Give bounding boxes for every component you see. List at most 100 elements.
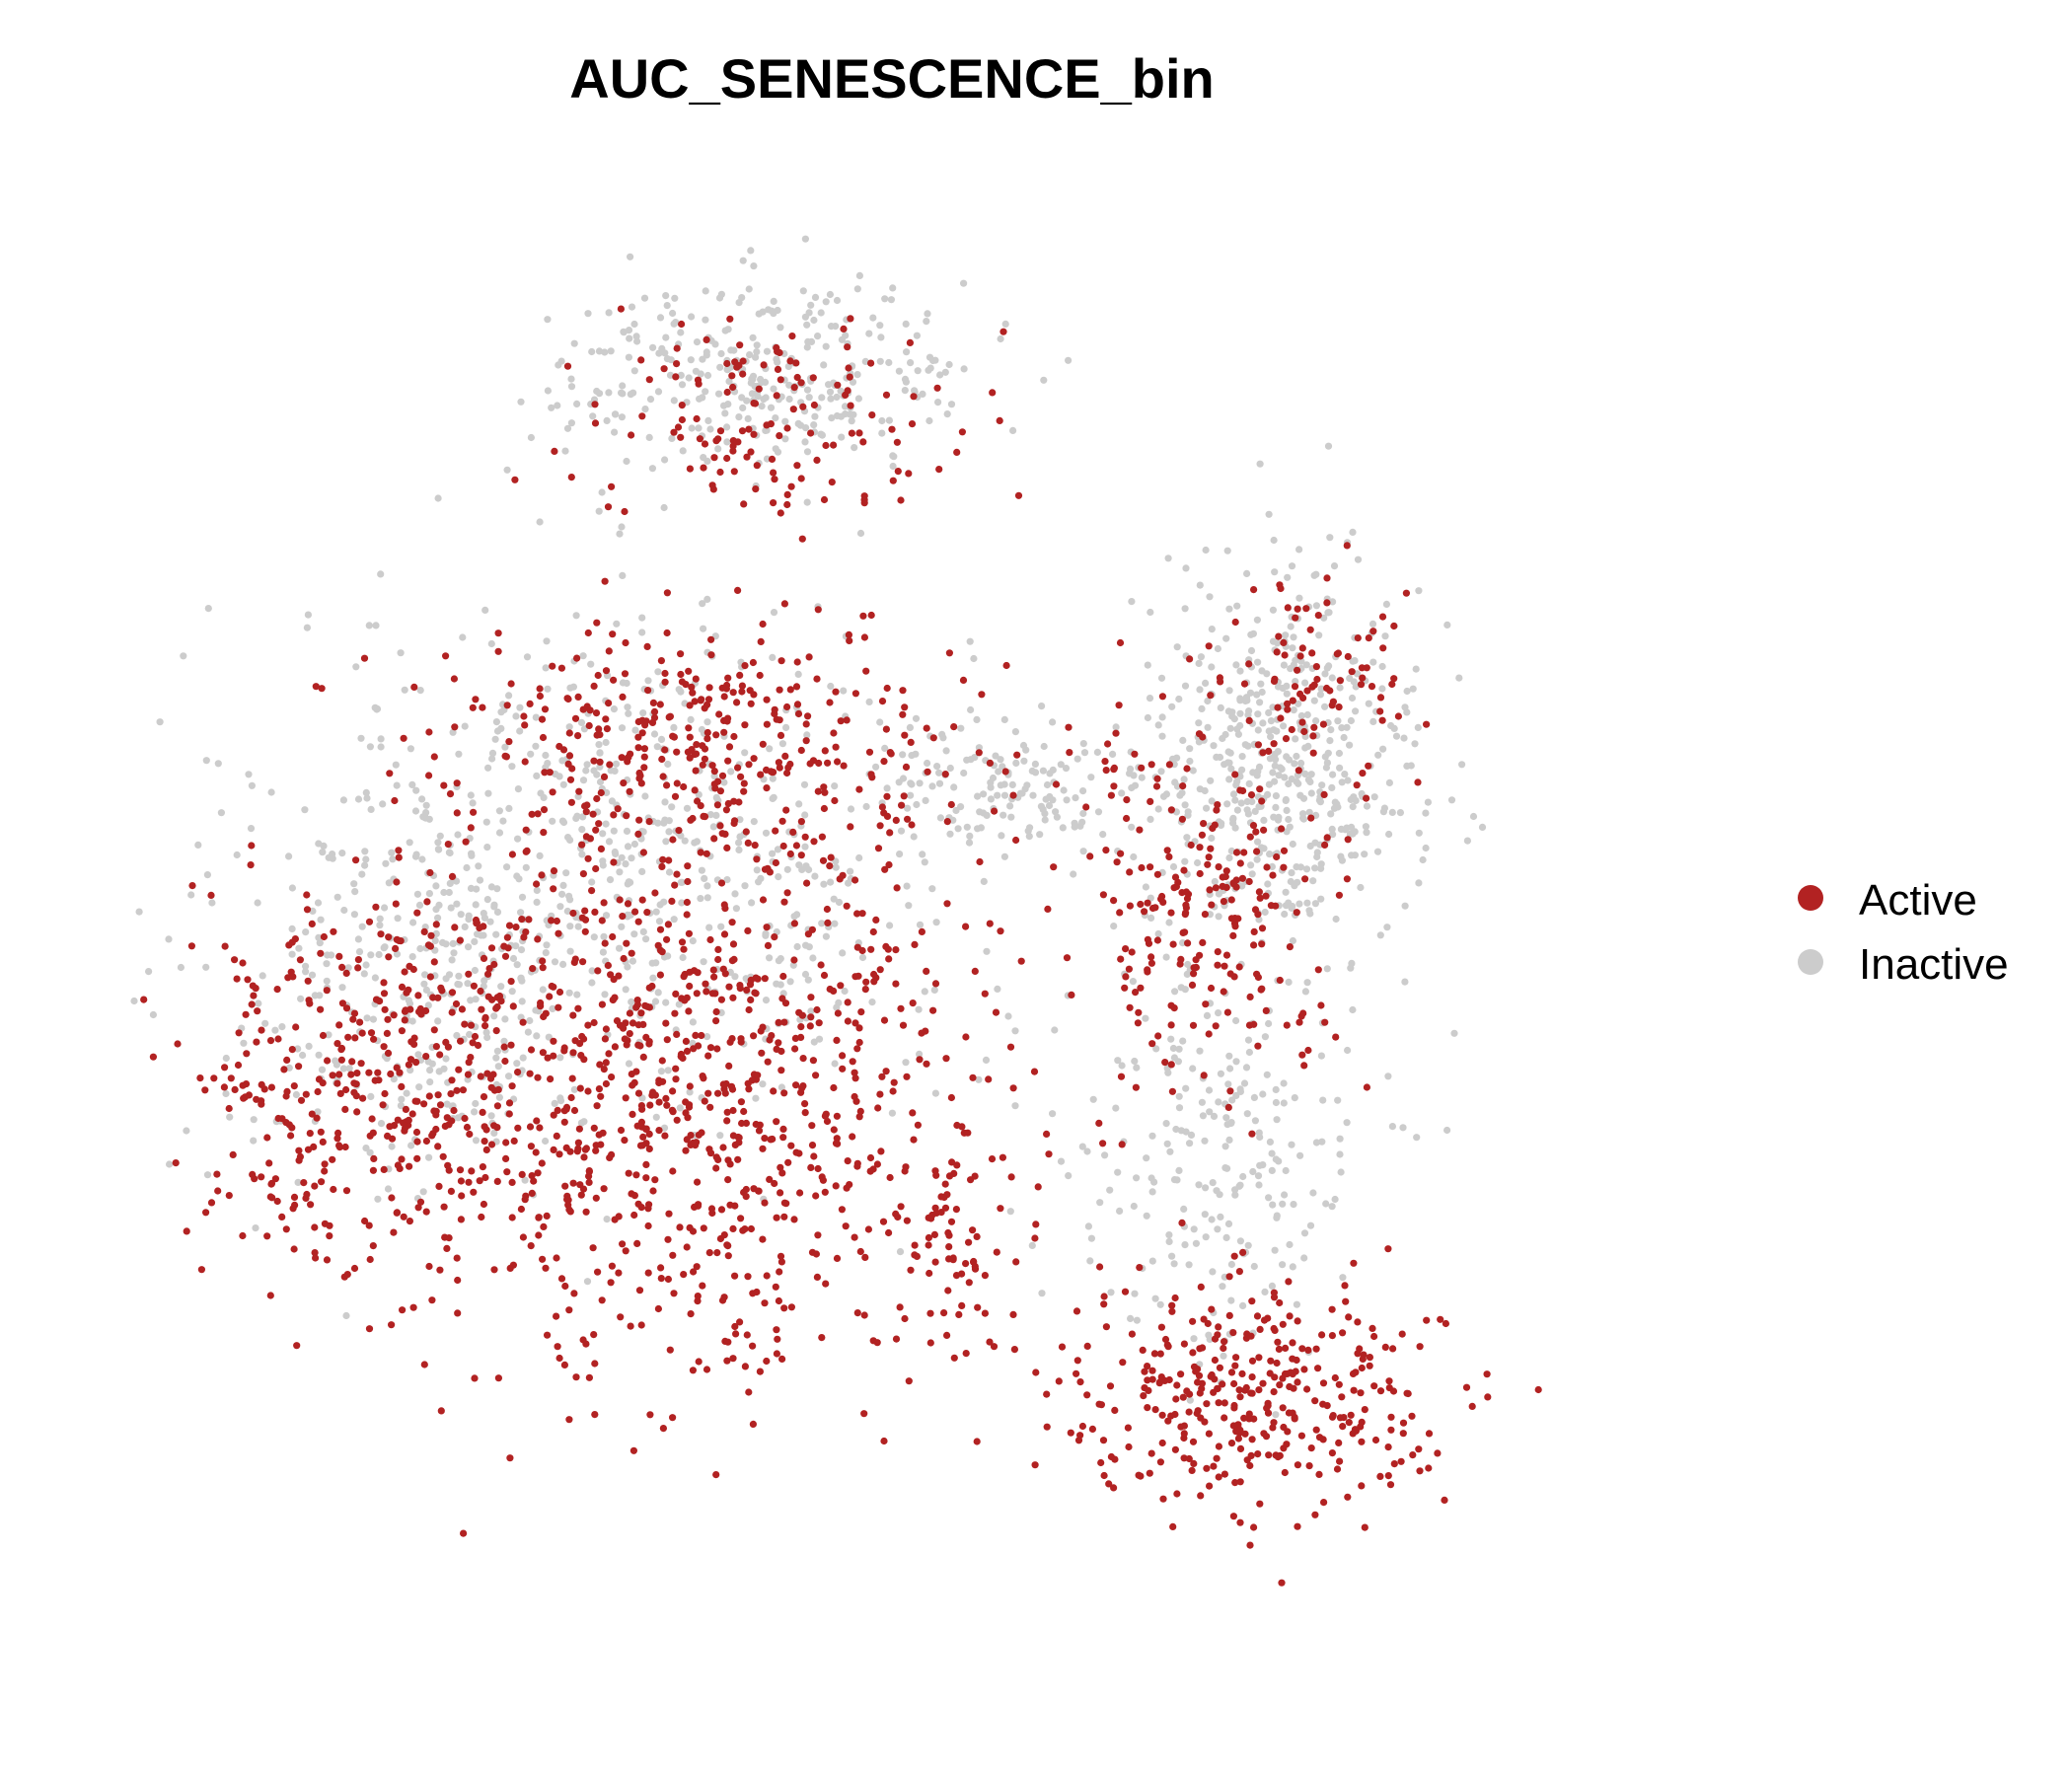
point-active <box>811 402 818 408</box>
point-inactive <box>543 949 550 956</box>
point-active <box>672 1066 679 1073</box>
point-active <box>897 496 904 503</box>
point-inactive <box>688 356 695 363</box>
point-active <box>723 845 730 851</box>
point-inactive <box>1181 776 1188 782</box>
point-active <box>1236 963 1243 970</box>
point-active <box>865 1225 872 1232</box>
point-inactive <box>765 306 772 313</box>
point-active <box>1190 1022 1197 1029</box>
point-inactive <box>454 831 461 838</box>
point-inactive <box>1143 1154 1149 1161</box>
point-active <box>761 361 768 368</box>
point-active <box>718 997 725 1003</box>
point-active <box>594 1102 601 1109</box>
point-active <box>669 836 676 843</box>
point-inactive <box>566 896 573 903</box>
point-inactive <box>468 791 475 798</box>
point-active <box>1136 827 1143 834</box>
point-active <box>780 1304 787 1311</box>
point-active <box>1403 590 1410 597</box>
point-inactive <box>1222 635 1229 642</box>
point-active <box>1284 706 1291 713</box>
point-active <box>1280 1321 1287 1328</box>
point-inactive <box>1173 755 1180 762</box>
point-inactive <box>255 999 261 1006</box>
point-inactive <box>1061 786 1068 793</box>
point-active <box>1323 574 1330 581</box>
point-inactive <box>1262 1033 1269 1040</box>
point-inactive <box>810 317 817 324</box>
point-inactive <box>588 979 595 986</box>
point-active <box>724 758 731 765</box>
point-active <box>1228 896 1235 903</box>
point-active <box>1267 1358 1274 1365</box>
point-active <box>1283 735 1290 742</box>
point-inactive <box>836 899 843 906</box>
point-active <box>207 892 214 899</box>
point-active <box>974 1438 981 1444</box>
point-inactive <box>763 997 770 1003</box>
point-active <box>401 735 407 742</box>
point-active <box>1294 1523 1300 1530</box>
point-active <box>629 1111 635 1118</box>
point-inactive <box>903 348 910 355</box>
point-inactive <box>1218 704 1224 711</box>
point-inactive <box>800 287 807 294</box>
point-active <box>703 988 709 995</box>
point-active <box>1031 1069 1038 1075</box>
point-inactive <box>688 716 695 723</box>
point-active <box>594 967 601 974</box>
point-active <box>772 706 778 713</box>
point-active <box>1254 1450 1261 1457</box>
point-active <box>590 811 597 818</box>
point-active <box>326 1232 333 1239</box>
point-active <box>740 1108 747 1115</box>
point-active <box>470 1189 477 1196</box>
point-inactive <box>1197 582 1204 589</box>
point-active <box>674 1117 681 1124</box>
point-active <box>1297 652 1304 659</box>
point-active <box>753 975 760 982</box>
point-inactive <box>793 911 800 918</box>
point-inactive <box>1281 1191 1288 1198</box>
point-inactive <box>1254 856 1261 863</box>
point-active <box>721 930 728 937</box>
point-active <box>1246 1542 1253 1549</box>
point-active <box>1298 719 1305 726</box>
point-active <box>478 1006 484 1013</box>
point-active <box>1367 1363 1373 1369</box>
point-active <box>1174 879 1181 886</box>
point-active <box>566 729 573 736</box>
point-inactive <box>649 960 656 967</box>
point-inactive <box>509 988 516 995</box>
point-inactive <box>459 633 466 640</box>
point-inactive <box>1007 1208 1014 1215</box>
point-active <box>1282 1469 1289 1476</box>
point-active <box>932 1259 939 1266</box>
point-inactive <box>612 410 619 417</box>
point-active <box>442 1039 449 1046</box>
point-active <box>932 1205 939 1212</box>
point-active <box>724 389 731 396</box>
point-active <box>1295 1317 1301 1324</box>
point-active <box>1315 1471 1322 1478</box>
point-active <box>1280 1424 1287 1431</box>
point-active <box>1400 1420 1407 1427</box>
point-inactive <box>994 792 1000 799</box>
point-active <box>1032 1369 1039 1375</box>
point-active <box>604 725 611 732</box>
point-inactive <box>1274 1116 1281 1123</box>
point-active <box>1276 1299 1283 1306</box>
point-inactive <box>752 354 759 361</box>
point-inactive <box>781 435 788 442</box>
point-inactive <box>1290 1201 1296 1208</box>
point-active <box>623 940 629 947</box>
point-inactive <box>496 807 503 814</box>
point-active <box>585 1173 592 1180</box>
point-active <box>740 357 747 364</box>
point-inactive <box>1038 803 1045 810</box>
point-inactive <box>1203 1233 1210 1240</box>
point-active <box>731 1323 738 1330</box>
point-inactive <box>1260 817 1267 824</box>
